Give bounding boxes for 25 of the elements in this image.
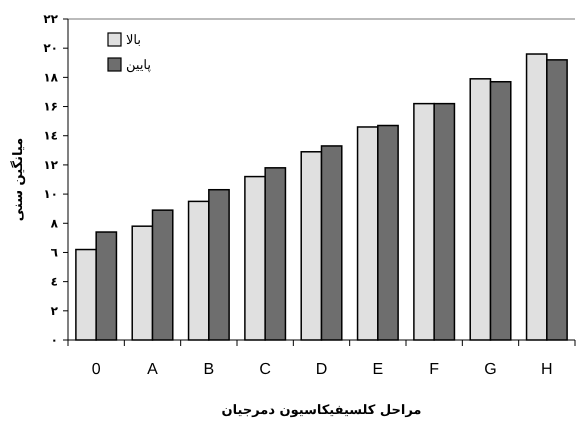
y-tick-label: ۱۰ bbox=[43, 187, 58, 202]
legend-label: پایین bbox=[126, 58, 152, 73]
y-tick-label: ۱٤ bbox=[43, 128, 58, 143]
x-tick-label: B bbox=[203, 361, 214, 378]
x-tick-label: 0 bbox=[92, 361, 101, 378]
y-tick-label: ۲۰ bbox=[43, 41, 58, 56]
x-axis-title: مراحل کلسیفیکاسیون دمرجیان bbox=[222, 403, 422, 418]
legend-label: بالا bbox=[126, 33, 141, 48]
y-tick-label: ٤ bbox=[50, 274, 58, 289]
x-tick-label: G bbox=[484, 361, 497, 378]
x-tick-label: H bbox=[541, 361, 553, 378]
y-tick-label: ۱۶ bbox=[43, 100, 58, 114]
y-tick-label: ۱۲ bbox=[43, 158, 59, 172]
x-tick-label: A bbox=[147, 361, 158, 378]
x-tick-label: E bbox=[372, 361, 384, 378]
y-tick-label: ۱۸ bbox=[43, 70, 59, 84]
y-tick-label: ۸ bbox=[50, 216, 59, 230]
x-tick-label: F bbox=[429, 361, 440, 378]
x-tick-label: D bbox=[316, 361, 328, 378]
y-axis-title: میانگین سنی bbox=[10, 138, 26, 222]
x-tick-label: C bbox=[259, 361, 271, 378]
y-tick-label: ۰ bbox=[50, 333, 58, 347]
y-tick-label: ۲ bbox=[50, 304, 59, 318]
y-tick-label: ۲۲ bbox=[43, 12, 59, 26]
y-tick-label: ٦ bbox=[50, 245, 58, 260]
